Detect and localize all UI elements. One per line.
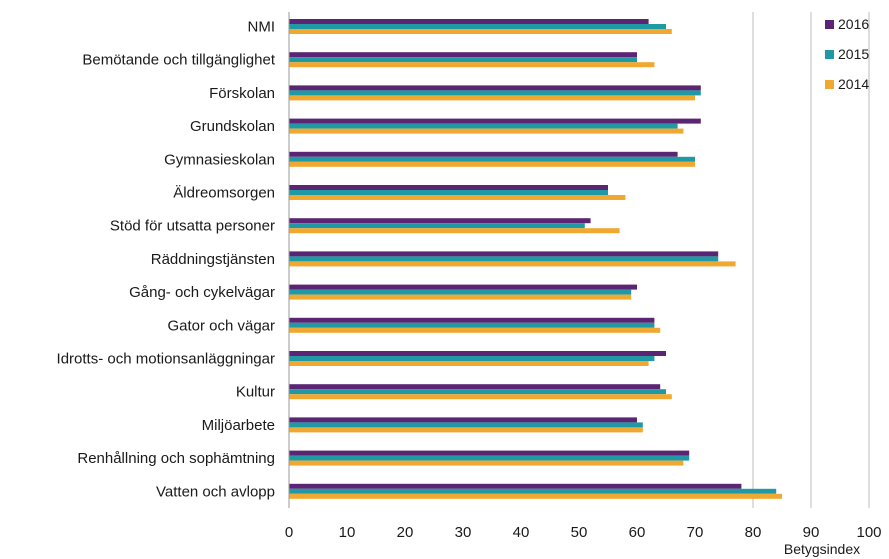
bar-2015 [289, 57, 637, 63]
category-label: Gator och vägar [167, 317, 275, 334]
bar-2014 [289, 29, 672, 34]
bar-2014 [289, 427, 643, 433]
bar-2014 [289, 327, 661, 333]
x-tick-label: 30 [455, 524, 472, 541]
category-labels: NMI Bemötande och tillgänglighet Förskolan… [57, 19, 276, 501]
category-label: Kultur [236, 384, 275, 401]
gridlines [752, 12, 870, 508]
bar-2015 [289, 256, 719, 262]
bar-2015 [289, 455, 690, 461]
bar-2016 [289, 351, 666, 356]
bars [289, 19, 782, 499]
x-tick-label: 100 [856, 524, 881, 541]
legend-label-2016: 2016 [838, 16, 869, 32]
bar-2014 [289, 161, 695, 167]
x-tick-label: 10 [339, 524, 356, 541]
bar-2015 [289, 223, 585, 229]
x-tick-label: 90 [803, 524, 820, 541]
x-tick-label: 70 [687, 524, 704, 541]
bar-2014 [289, 460, 684, 466]
bar-2016 [289, 251, 719, 257]
legend-swatch-2015 [825, 50, 834, 59]
category-label: Idrotts- och motionsanläggningar [57, 351, 275, 368]
bar-2016 [289, 417, 637, 423]
category-label: Renhållning och sophämtning [77, 450, 275, 467]
category-label: Räddningstjänsten [151, 251, 275, 268]
bar-2015 [289, 156, 695, 162]
bar-2014 [289, 261, 736, 267]
category-label: Vatten och avlopp [156, 483, 275, 500]
bar-2016 [289, 52, 637, 58]
legend-swatch-2014 [825, 80, 834, 89]
bar-2015 [289, 356, 655, 361]
bar-2015 [289, 389, 666, 395]
x-tick-labels: 0 10 20 30 40 50 60 70 80 90 100 [285, 524, 882, 541]
category-label: Bemötande och tillgänglighet [82, 52, 275, 69]
bar-2015 [289, 90, 701, 96]
bar-2015 [289, 322, 655, 328]
bar-2015 [289, 422, 643, 428]
bar-2016 [289, 151, 678, 157]
category-label: Grundskolan [190, 118, 275, 135]
bar-2016 [289, 284, 637, 290]
bar-2014 [289, 95, 695, 101]
category-label: Gång- och cykelvägar [129, 284, 275, 301]
category-label: Miljöarbete [202, 417, 275, 434]
x-axis-title: Betygsindex [784, 541, 860, 557]
bar-2016 [289, 384, 661, 390]
legend-swatch-2016 [825, 20, 834, 29]
category-label: Förskolan [209, 85, 275, 102]
bar-2016 [289, 118, 701, 124]
bar-2014 [289, 294, 632, 300]
bar-2014 [289, 228, 620, 234]
bar-2016 [289, 185, 608, 190]
bar-2016 [289, 450, 690, 456]
bar-2015 [289, 123, 678, 129]
bar-2014 [289, 62, 655, 68]
bar-2015 [289, 289, 632, 295]
legend: 2016 2015 2014 [825, 16, 869, 92]
category-label: Gymnasieskolan [164, 151, 275, 168]
bar-2015 [289, 24, 666, 29]
bar-2014 [289, 361, 649, 366]
x-tick-label: 40 [513, 524, 530, 541]
category-label: Äldreomsorgen [173, 185, 275, 202]
bar-2014 [289, 493, 782, 499]
legend-label-2015: 2015 [838, 46, 869, 62]
bar-2016 [289, 85, 701, 91]
x-tick-label: 20 [397, 524, 414, 541]
bar-2016 [289, 483, 742, 489]
category-label: Stöd för utsatta personer [110, 218, 275, 235]
x-tick-label: 80 [745, 524, 762, 541]
category-label: NMI [248, 19, 276, 36]
bar-2016 [289, 218, 591, 224]
x-tick-label: 0 [285, 524, 293, 541]
x-tick-label: 60 [629, 524, 646, 541]
legend-label-2014: 2014 [838, 76, 869, 92]
bar-2015 [289, 488, 777, 494]
bar-2016 [289, 19, 649, 24]
bar-2014 [289, 128, 684, 134]
bar-2016 [289, 317, 655, 323]
bar-2014 [289, 394, 672, 400]
bar-2015 [289, 190, 608, 195]
bar-2014 [289, 195, 626, 200]
x-tick-label: 50 [571, 524, 588, 541]
